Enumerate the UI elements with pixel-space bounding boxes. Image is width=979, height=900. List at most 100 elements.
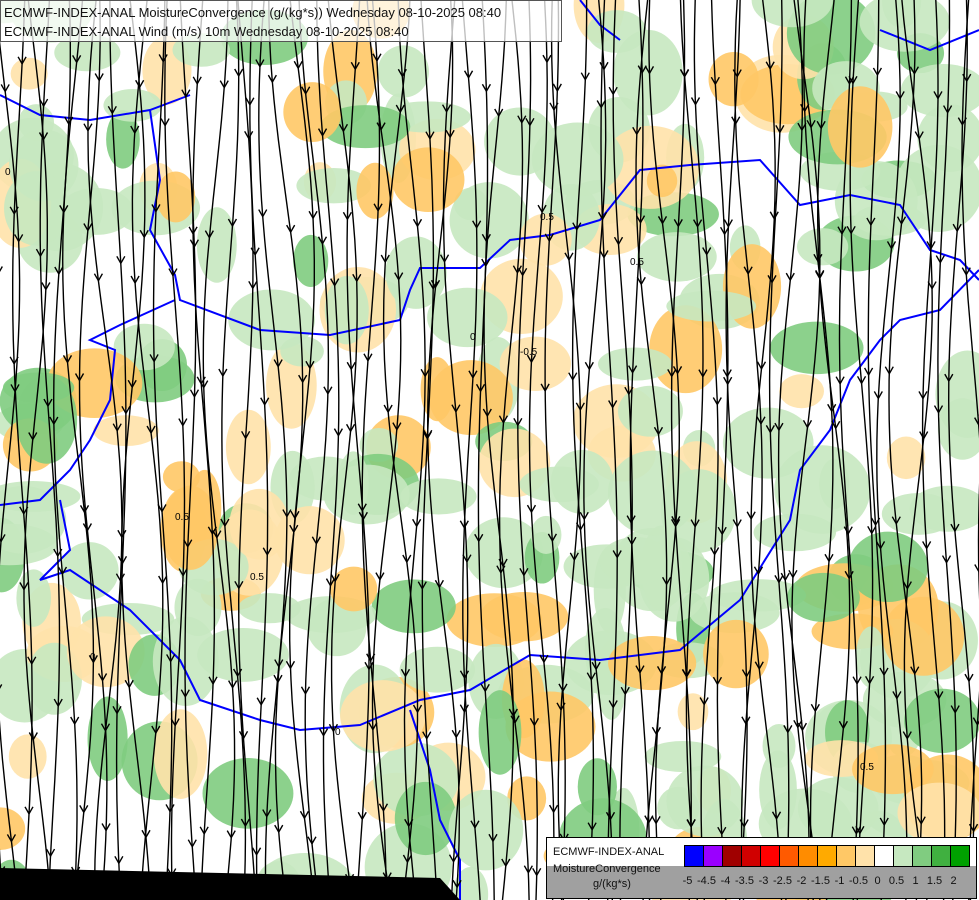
streamline (483, 0, 514, 900)
wind-arrow (608, 400, 618, 409)
wind-arrow (325, 578, 336, 588)
contour-label: 0 (335, 727, 341, 738)
map-title: ECMWF-INDEX-ANAL MoistureConvergence (g/… (0, 0, 562, 42)
wind-arrow (439, 254, 450, 264)
wind-arrow (867, 525, 877, 535)
wind-arrow (950, 705, 960, 714)
wind-arrow (17, 56, 27, 66)
wind-arrow (523, 865, 533, 875)
wind-arrow (944, 373, 954, 383)
wind-arrow (756, 361, 767, 371)
wind-arrow (404, 818, 414, 828)
wind-arrow (584, 361, 594, 371)
wind-arrow (512, 265, 523, 275)
wind-arrow (262, 547, 272, 557)
streamline (612, 0, 633, 900)
wind-arrow (961, 267, 971, 277)
convergence-patch (103, 89, 162, 122)
wind-arrow (251, 847, 262, 857)
convergence-patch (484, 107, 556, 176)
convergence-patch (306, 598, 367, 657)
wind-arrow (121, 405, 131, 415)
wind-arrow (895, 91, 905, 100)
wind-arrow (228, 680, 238, 690)
streamline (710, 0, 729, 900)
wind-arrow (274, 824, 284, 834)
streamline (725, 0, 748, 900)
wind-arrow (35, 248, 46, 258)
wind-arrow (481, 233, 491, 243)
wind-arrow (710, 547, 720, 556)
wind-arrow (112, 423, 122, 433)
wind-arrow (38, 132, 49, 141)
wind-arrow (710, 76, 720, 86)
wind-arrow (468, 370, 478, 380)
wind-arrow (273, 359, 283, 368)
wind-arrow (498, 415, 509, 425)
wind-arrow (74, 373, 85, 382)
wind-arrow (732, 519, 742, 528)
wind-arrow (441, 104, 452, 114)
wind-arrow (226, 830, 236, 840)
convergence-patch (617, 385, 683, 437)
legend-swatch (951, 846, 969, 866)
wind-arrow (0, 266, 3, 273)
streamline (39, 0, 61, 900)
wind-arrow (564, 252, 574, 262)
wind-arrow (383, 404, 393, 414)
wind-arrow (542, 54, 552, 64)
wind-arrow (0, 534, 6, 543)
wind-arrow (806, 119, 816, 129)
wind-arrow (653, 426, 664, 436)
wind-arrow (397, 68, 407, 78)
wind-arrow (258, 209, 268, 218)
wind-arrow (922, 541, 932, 550)
wind-arrow (774, 422, 784, 432)
wind-arrow (943, 105, 953, 114)
convergence-patch (779, 374, 824, 409)
wind-arrow (788, 569, 798, 579)
wind-arrow (620, 686, 630, 696)
wind-arrow (972, 717, 979, 727)
wind-arrow (568, 372, 578, 382)
wind-arrow (146, 425, 156, 435)
streamline (382, 0, 419, 900)
streamline (461, 0, 481, 900)
legend-tick: -4 (720, 875, 731, 887)
wind-arrow (547, 533, 558, 543)
wind-arrow (851, 826, 861, 836)
wind-arrow (323, 386, 333, 396)
wind-arrow (192, 76, 202, 86)
wind-arrow (846, 225, 856, 235)
wind-arrow (680, 69, 690, 79)
wind-arrow (613, 236, 624, 246)
convergence-patch (881, 492, 956, 535)
wind-arrow (723, 219, 733, 228)
wind-arrow (70, 716, 80, 726)
wind-arrow (425, 131, 435, 141)
contour-labels: 0 0.5 -0.5 0 0.5 0 0.5 0.5 0 0.5 (5, 167, 874, 773)
wind-arrow (919, 431, 929, 440)
wind-arrow (767, 275, 777, 284)
wind-arrow (115, 573, 126, 583)
streamline (366, 0, 402, 900)
wind-arrow (519, 567, 529, 577)
wind-arrow (933, 405, 944, 414)
legend-tick: 0 (874, 875, 881, 887)
streamline (268, 0, 304, 900)
wind-arrow (151, 204, 161, 213)
wind-arrow (717, 826, 727, 836)
convergence-patch (848, 531, 928, 603)
wind-arrow (417, 581, 427, 591)
wind-arrow (508, 708, 518, 718)
wind-arrow (395, 104, 405, 114)
wind-arrow (49, 416, 59, 426)
wind-arrow (935, 255, 945, 264)
wind-arrow (373, 203, 383, 213)
title-line-wind: ECMWF-INDEX-ANAL Wind (m/s) 10m Wednesda… (4, 24, 409, 39)
legend-unit: g/(kg*s) (593, 878, 631, 890)
wind-arrow (848, 75, 858, 85)
wind-arrow (244, 130, 254, 140)
convergence-patch (377, 45, 429, 98)
wind-arrow (741, 716, 751, 726)
